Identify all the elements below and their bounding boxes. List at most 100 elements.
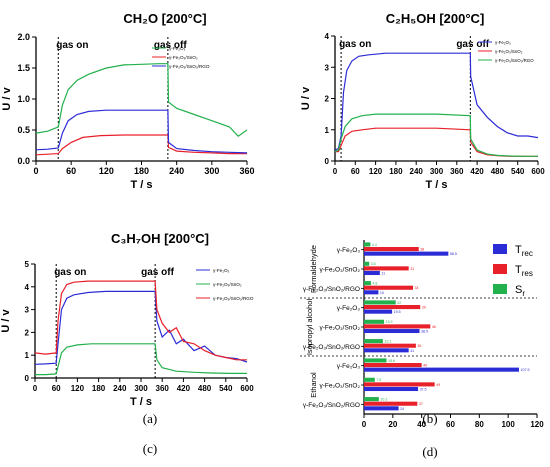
panel-a-y-tick-label: 0.5 — [17, 125, 30, 135]
panel-d-data-label: 4.4 — [372, 243, 377, 247]
panel-c-series-line — [34, 290, 248, 365]
panel-d-legend-label: Sr — [515, 284, 525, 298]
panel-d-data-label: 39 — [422, 306, 426, 310]
panel-c-x-tick-label: 540 — [219, 384, 233, 393]
panel-d-bar-trec — [364, 290, 379, 295]
panel-d-group-label: Isopropyl alcohol — [305, 299, 314, 356]
panel-a-caption: (a) — [143, 411, 157, 426]
panel-d-data-label: 10.3 — [380, 398, 387, 402]
panel-d-bar-tres — [364, 324, 431, 329]
panel-a-x-tick-label: 180 — [134, 166, 149, 176]
panel-d-data-label: 31 — [410, 349, 414, 353]
panel-d-data-label: 34 — [415, 286, 419, 290]
panel-d-category-label: γ-Fe₂O₃/SnO₂/RGO — [303, 286, 360, 293]
panel-b-x-tick-label: 360 — [450, 167, 464, 176]
panel-a-y-tick-label: 1.0 — [17, 94, 30, 104]
panel-b-legend-label: γ-Fe₂O₃/SnO₂ — [495, 49, 523, 54]
panel-b-legend-label: γ-Fe₂O₃/SnO₂/RGO — [495, 58, 534, 63]
panel-a-x-tick-label: 0 — [33, 166, 38, 176]
panel-d-legend-swatch — [493, 284, 507, 294]
panel-c-y-tick-label: 5 — [25, 260, 30, 269]
panel-b-title: C₂H₅OH [200°C] — [386, 11, 485, 26]
panel-d-data-label: 10 — [380, 291, 384, 295]
panel-d-data-label: 19.5 — [394, 310, 401, 314]
panel-c-x-tick-label: 480 — [198, 384, 212, 393]
panel-c-x-tick-label: 360 — [156, 384, 170, 393]
panel-c-x-axis-label: T / s — [130, 396, 152, 408]
panel-d-data-label: 24 — [400, 407, 404, 411]
panel-b-caption: (b) — [422, 411, 437, 426]
panel-c-y-tick-label: 4 — [25, 283, 30, 292]
panel-c-annotation-label: gas off — [141, 267, 174, 278]
panel-c-title: C₃H₇OH [200°C] — [111, 231, 209, 246]
panel-d-data-label: 40 — [423, 364, 427, 368]
panel-c-y-tick-label: 2 — [25, 328, 30, 337]
panel-c-caption: (c) — [143, 441, 157, 456]
panel-a-x-axis-label: T / s — [130, 179, 152, 191]
panel-b-y-tick-label: 1 — [325, 126, 330, 135]
panel-d-data-label: 58.5 — [450, 252, 457, 256]
panel-d-category-label: γ-Fe₂O₃/SnO₂ — [319, 383, 360, 390]
panel-d-category-label: γ-Fe₂O₃/SnO₂ — [319, 325, 360, 332]
panel-d-bar-tres — [364, 285, 414, 290]
panel-d-data-label: 4.8 — [372, 282, 377, 286]
panel-d-category-label: γ-Fe₂O₃/SnO₂/RGO — [303, 402, 360, 409]
panel-d-data-label: 11 — [381, 271, 385, 275]
panel-d-data-label: 7.5 — [376, 378, 381, 382]
panel-d-bar-tres — [364, 305, 421, 310]
panel-c-y-axis-label: U / v — [0, 309, 12, 333]
panel-a-y-tick-label: 1.5 — [17, 63, 30, 73]
panel-d-legend-main: S — [515, 284, 522, 296]
panel-d-bar-tres — [364, 247, 419, 252]
panel-b-y-tick-label: 0 — [325, 157, 330, 166]
panel-b-x-tick-label: 0 — [333, 167, 338, 176]
panel-d-category-label: γ-Fe₂O₃/SnO₂/RGO — [303, 344, 360, 351]
panel-d-data-label: 22 — [397, 301, 401, 305]
panel-a-series-line — [35, 109, 248, 154]
panel-b-annotation-label: gas on — [339, 39, 371, 50]
panel-b-x-tick-label: 540 — [511, 167, 525, 176]
panel-a-chart: 0 60 120 180 240 300 360 0.0 0.5 1.0 1.5 2.0 T / s U … — [1, 32, 255, 191]
panel-c-legend-label: γ-Fe₂O₃/SnO₂/RGO — [213, 296, 254, 301]
panel-b-y-tick-label: 4 — [325, 32, 330, 41]
panel-d-bar-trec — [364, 270, 380, 276]
panel-d-bar-trec — [364, 328, 420, 334]
panel-a-annotation-label: gas off — [154, 40, 187, 51]
panel-d-bar-tres — [364, 401, 418, 406]
panel-b-x-tick-label: 300 — [430, 167, 444, 176]
panel-a-x-tick-label: 60 — [66, 166, 76, 176]
panel-d-data-label: 37.5 — [420, 387, 427, 391]
panel-a-series-line — [35, 134, 247, 156]
panel-a-x-tick-label: 120 — [99, 166, 114, 176]
panel-d-bar-sr — [364, 261, 370, 266]
panel-d-x-tick-label: 120 — [530, 420, 544, 429]
panel-b-x-tick-label: 600 — [531, 167, 545, 176]
panel-d-bar-trec — [364, 348, 409, 353]
panel-c-y-tick-label: 3 — [25, 306, 30, 315]
panel-c-x-tick-label: 0 — [33, 384, 38, 393]
panel-d-x-tick-label: 100 — [501, 420, 515, 429]
panel-d-data-label: 107.5 — [520, 368, 529, 372]
panel-a-y-axis-label: U / v — [1, 87, 13, 111]
panel-d-bar-sr — [364, 281, 371, 286]
panel-b-x-tick-label: 180 — [389, 167, 403, 176]
panel-d-bar-trec — [364, 367, 519, 372]
panel-c-annotation-label: gas on — [54, 267, 86, 278]
panel-d-bar-sr — [364, 339, 383, 344]
panel-c-legend-label: γ-Fe₂O₃ — [213, 268, 230, 273]
panel-d-category-label: γ-Fe₂O₃ — [337, 305, 361, 312]
panel-d-bar-tres — [364, 266, 409, 271]
panel-d-data-label: 36 — [417, 344, 421, 348]
panel-c-y-tick-label: 1 — [25, 351, 30, 360]
panel-d-bar-sr — [364, 377, 375, 382]
panel-d-data-label: 46 — [432, 325, 436, 329]
panel-c-x-tick-label: 180 — [92, 384, 106, 393]
panel-b-series-line — [334, 52, 539, 151]
panel-c: C₃H₇OH [200°C] 0 60 120 180 240 300 360 420 480 5… — [0, 231, 254, 456]
panel-d-bar-sr — [364, 397, 379, 402]
panel-a-legend-label: γ-Fe₂O₃ — [169, 46, 186, 51]
panel-b-x-tick-label: 60 — [351, 167, 360, 176]
panel-d-bar-tres — [364, 382, 435, 387]
panel-a-x-tick-label: 360 — [239, 166, 254, 176]
